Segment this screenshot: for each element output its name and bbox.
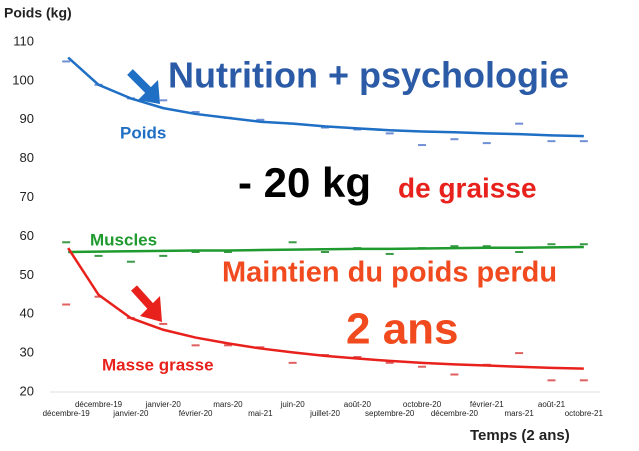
y-tick-label: 110 (13, 33, 34, 48)
trend-line (67, 247, 584, 370)
y-tick-label: 80 (20, 150, 34, 165)
x-tick-label: décembre-19 (75, 400, 123, 409)
arrow (127, 69, 160, 104)
x-tick-label: janvier-20 (145, 400, 182, 409)
x-tick-label: février-20 (179, 409, 213, 418)
y-tick-label: 100 (12, 72, 34, 87)
x-axis-label: Temps (2 ans) (470, 427, 570, 444)
y-tick-label: 40 (20, 306, 34, 321)
trend-line (68, 245, 584, 254)
y-tick-label: 90 (20, 111, 34, 126)
series-label: Poids (120, 123, 166, 142)
x-tick-label: juillet-20 (309, 409, 340, 418)
y-tick-label: 20 (20, 383, 34, 398)
x-tick-label: août-21 (538, 400, 566, 409)
x-tick-label: décembre-20 (431, 409, 479, 418)
x-tick-label: juin-20 (280, 400, 306, 409)
x-tick-label: octobre-21 (565, 409, 604, 418)
arrow (131, 285, 162, 322)
x-tick-label: décembre-19 (43, 409, 91, 418)
duration: 2 ans (346, 305, 459, 354)
loss: - 20 kg (238, 159, 371, 206)
y-tick-label: 60 (20, 228, 34, 243)
loss-detail: de graisse (398, 172, 537, 203)
x-tick-label: janvier-20 (112, 409, 149, 418)
x-tick-label: août-20 (344, 400, 372, 409)
y-axis-label: Poids (kg) (4, 5, 72, 21)
maintain: Maintien du poids perdu (222, 257, 557, 289)
x-tick-label: mars-20 (213, 400, 243, 409)
x-tick-label: octobre-20 (403, 400, 442, 409)
headline: Nutrition + psychologie (168, 55, 569, 96)
y-tick-label: 30 (20, 345, 34, 360)
x-tick-label: février-21 (470, 400, 504, 409)
series-label: Masse grasse (102, 355, 214, 374)
x-tick-label: septembre-20 (365, 409, 415, 418)
trend-line (67, 56, 584, 138)
x-tick-label: mars-21 (504, 409, 534, 418)
y-tick-label: 50 (20, 267, 34, 282)
y-tick-label: 70 (20, 189, 34, 204)
x-tick-label: mai-21 (248, 409, 273, 418)
series-label: Muscles (90, 230, 157, 249)
